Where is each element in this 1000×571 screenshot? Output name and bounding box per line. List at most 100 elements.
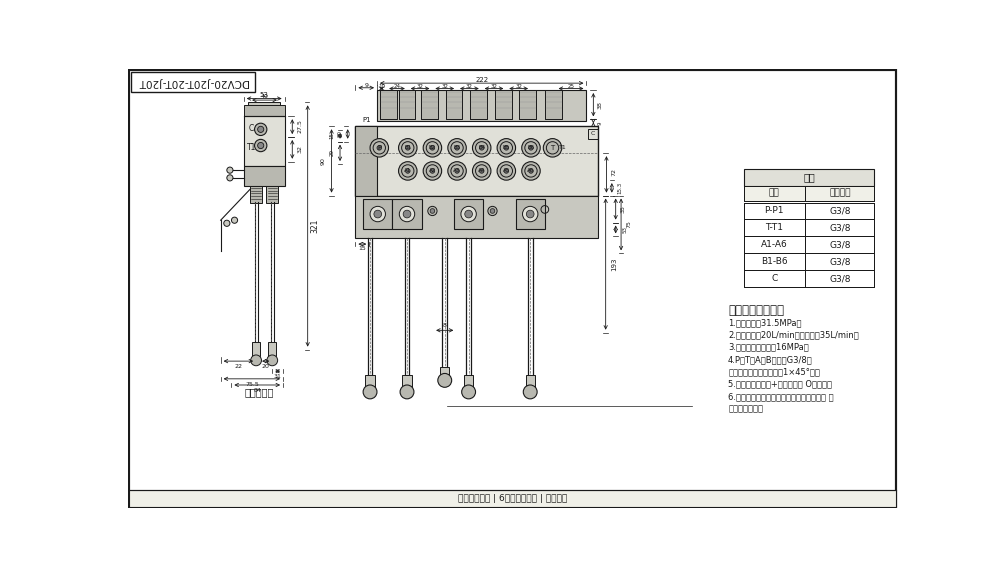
Circle shape bbox=[227, 167, 233, 173]
Text: 32: 32 bbox=[515, 84, 522, 89]
Text: 31: 31 bbox=[274, 374, 282, 379]
Bar bbox=[470, 90, 487, 119]
Bar bbox=[744, 203, 805, 219]
Text: 工业液压系统 | 6联单块换向阀 | 厂家直销: 工业液压系统 | 6联单块换向阀 | 厂家直销 bbox=[458, 494, 567, 502]
Bar bbox=[744, 270, 805, 287]
Text: C: C bbox=[771, 274, 777, 283]
Circle shape bbox=[231, 217, 238, 223]
Text: 29: 29 bbox=[330, 149, 335, 156]
Circle shape bbox=[377, 146, 382, 150]
Bar bbox=[526, 375, 535, 387]
Circle shape bbox=[403, 210, 411, 218]
Text: A1-A6: A1-A6 bbox=[761, 240, 788, 250]
Circle shape bbox=[472, 139, 491, 157]
Bar bbox=[266, 186, 278, 203]
Bar bbox=[268, 342, 276, 356]
Text: 2.额定流量：20L/min，最大流量35L/min；: 2.额定流量：20L/min，最大流量35L/min； bbox=[728, 330, 859, 339]
Circle shape bbox=[370, 139, 389, 157]
Bar bbox=[355, 126, 598, 196]
Circle shape bbox=[423, 139, 442, 157]
Circle shape bbox=[497, 139, 516, 157]
Text: 5.控制方式：手动+弹簧复位， O型阀杆；: 5.控制方式：手动+弹簧复位， O型阀杆； bbox=[728, 380, 832, 389]
Text: 38: 38 bbox=[598, 100, 603, 108]
Text: B1: B1 bbox=[404, 146, 411, 150]
Text: B1-B6: B1-B6 bbox=[761, 258, 788, 266]
Bar bbox=[744, 168, 874, 186]
Text: 222: 222 bbox=[475, 77, 488, 83]
Bar bbox=[421, 90, 438, 119]
Text: 193: 193 bbox=[611, 258, 617, 271]
Text: A2: A2 bbox=[429, 168, 436, 174]
Circle shape bbox=[430, 208, 435, 214]
Text: G3/8: G3/8 bbox=[829, 207, 850, 215]
Circle shape bbox=[472, 162, 491, 180]
Circle shape bbox=[258, 126, 264, 132]
Bar bbox=[363, 199, 392, 228]
Bar bbox=[744, 186, 805, 201]
Bar bbox=[399, 90, 415, 119]
Circle shape bbox=[461, 206, 476, 222]
Text: 20: 20 bbox=[262, 364, 270, 369]
Circle shape bbox=[400, 385, 414, 399]
Circle shape bbox=[529, 146, 533, 150]
Text: 3.安装阀调定压力：16MPa；: 3.安装阀调定压力：16MPa； bbox=[728, 343, 809, 352]
Circle shape bbox=[430, 146, 435, 150]
Bar bbox=[744, 219, 874, 236]
Bar bbox=[744, 254, 805, 270]
Text: 40: 40 bbox=[261, 94, 268, 99]
Text: 75: 75 bbox=[626, 220, 631, 228]
Text: T1: T1 bbox=[559, 146, 567, 150]
Circle shape bbox=[497, 162, 516, 180]
Circle shape bbox=[423, 162, 442, 180]
Text: 15: 15 bbox=[330, 132, 335, 139]
Text: 架后盖为铝本色: 架后盖为铝本色 bbox=[728, 404, 763, 413]
Circle shape bbox=[258, 142, 264, 148]
Bar bbox=[399, 90, 415, 119]
Circle shape bbox=[405, 146, 410, 150]
Circle shape bbox=[522, 162, 540, 180]
Circle shape bbox=[405, 168, 410, 173]
Circle shape bbox=[255, 139, 267, 152]
Circle shape bbox=[523, 206, 538, 222]
Text: 84: 84 bbox=[253, 388, 261, 393]
Text: A1: A1 bbox=[404, 168, 411, 174]
Text: B3: B3 bbox=[453, 146, 461, 150]
Circle shape bbox=[251, 355, 261, 366]
Text: 技术要求及参数：: 技术要求及参数： bbox=[728, 304, 784, 317]
Text: 15: 15 bbox=[358, 246, 366, 251]
Text: 32: 32 bbox=[297, 146, 302, 154]
Circle shape bbox=[370, 206, 385, 222]
Bar bbox=[805, 236, 874, 254]
Text: T1: T1 bbox=[247, 143, 256, 151]
Bar bbox=[446, 90, 462, 119]
Circle shape bbox=[504, 146, 509, 150]
Bar bbox=[744, 203, 874, 219]
Bar bbox=[805, 219, 874, 236]
Text: A4: A4 bbox=[478, 168, 485, 174]
Bar bbox=[377, 90, 586, 121]
Circle shape bbox=[479, 146, 484, 150]
Bar bbox=[244, 116, 285, 166]
Text: B5: B5 bbox=[503, 146, 510, 150]
Bar bbox=[380, 90, 397, 119]
Bar bbox=[744, 219, 805, 236]
Bar bbox=[744, 254, 874, 270]
Text: 螺纹规格: 螺纹规格 bbox=[829, 188, 850, 197]
Circle shape bbox=[399, 206, 415, 222]
Circle shape bbox=[479, 168, 484, 173]
Text: T-T1: T-T1 bbox=[765, 223, 783, 232]
Text: B2: B2 bbox=[429, 146, 436, 150]
Bar bbox=[131, 71, 255, 91]
Text: C: C bbox=[590, 131, 595, 136]
Bar bbox=[355, 126, 377, 196]
Text: 53: 53 bbox=[260, 92, 269, 98]
Bar bbox=[244, 106, 285, 116]
Text: G3/8: G3/8 bbox=[829, 258, 850, 266]
Text: P1: P1 bbox=[362, 117, 371, 123]
Text: DCV20-J20T-20T-J20T: DCV20-J20T-20T-J20T bbox=[138, 77, 248, 87]
Bar bbox=[470, 90, 487, 119]
Text: A3: A3 bbox=[453, 168, 461, 174]
Text: 6.阀体表面磷化处理，安全阀及螺堵镀锤， 支: 6.阀体表面磷化处理，安全阀及螺堵镀锤， 支 bbox=[728, 392, 834, 401]
Circle shape bbox=[488, 206, 497, 216]
Text: 53: 53 bbox=[622, 226, 627, 233]
